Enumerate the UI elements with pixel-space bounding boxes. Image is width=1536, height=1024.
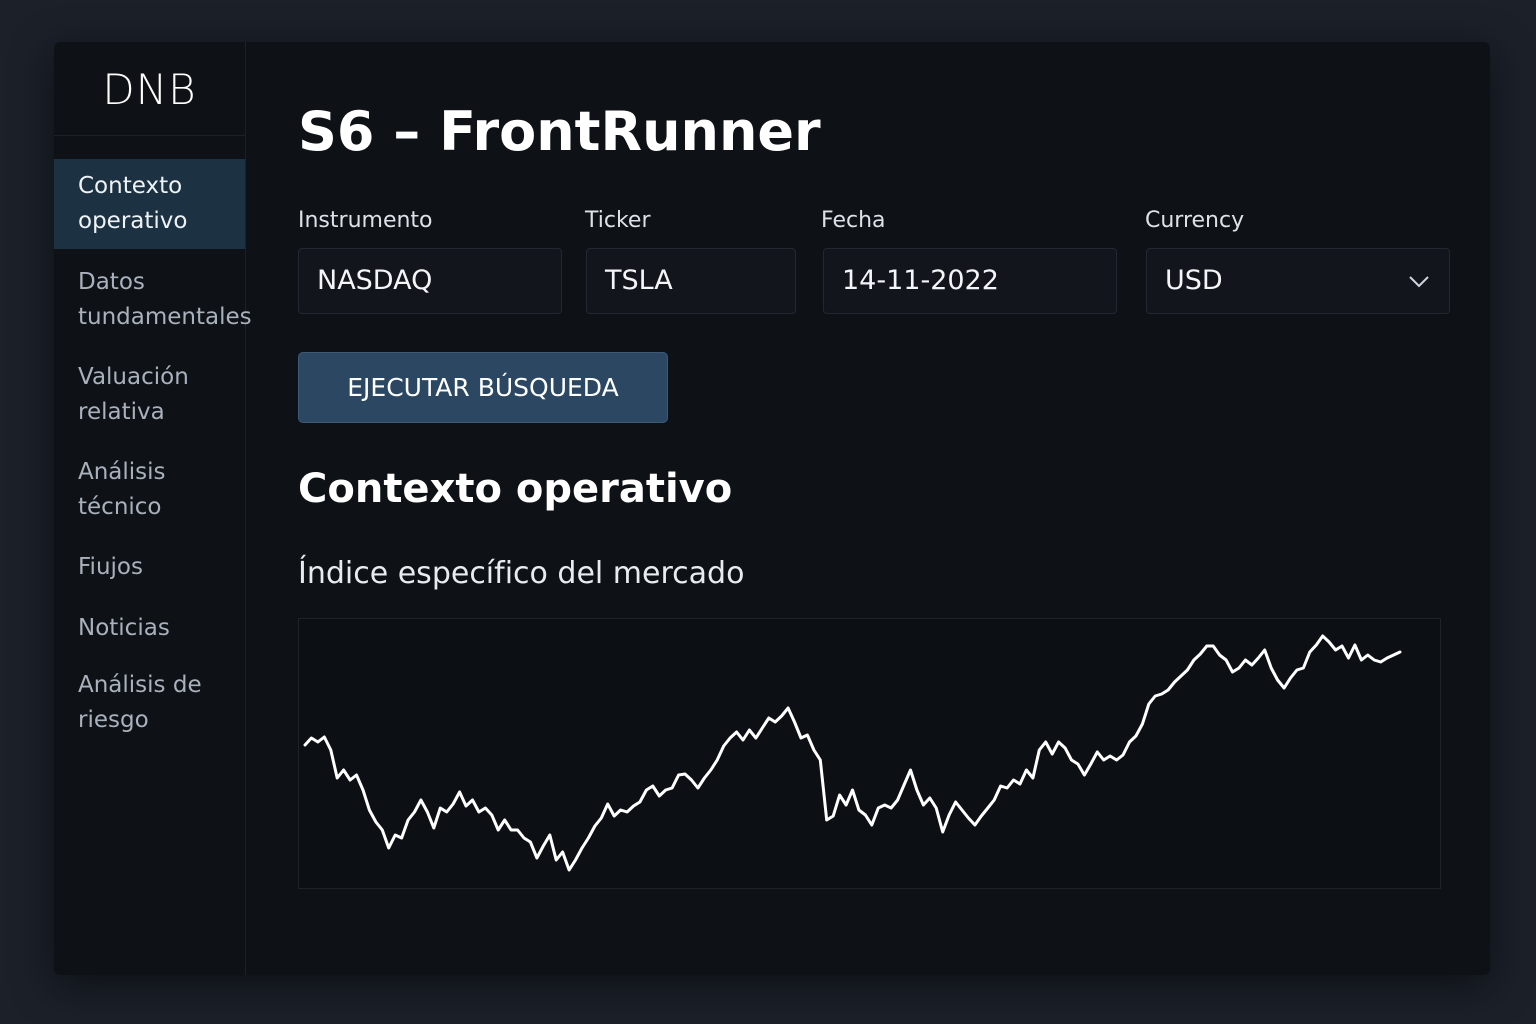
- nav-item[interactable]: Noticias: [78, 615, 170, 641]
- field-label: Fecha: [821, 208, 886, 233]
- page-title: S6 – FrontRunner: [298, 100, 821, 163]
- sidebar: DNB Contexto operativo Datos tundamental…: [54, 42, 252, 975]
- nav-item[interactable]: Análisis técnico: [78, 459, 166, 520]
- section-title: Contexto operativo: [298, 466, 733, 512]
- data-line: [303, 634, 1402, 872]
- search-button[interactable]: EJECUTAR BÚSQUEDA: [298, 352, 668, 423]
- logo: DNB: [54, 42, 245, 136]
- text-input[interactable]: NASDAQ: [298, 248, 562, 314]
- nav-item[interactable]: Fiujos: [78, 554, 143, 580]
- field-label: Ticker: [585, 208, 651, 233]
- app-window: DNB Contexto operativo Datos tundamental…: [54, 42, 1490, 975]
- chart-title: Índice específico del mercado: [298, 556, 745, 591]
- date-input[interactable]: 14-11-2022: [823, 248, 1117, 314]
- field-label: Currency: [1145, 208, 1245, 233]
- select-value: USD: [1165, 265, 1223, 296]
- chart: [298, 618, 1441, 889]
- chevron-icon: [1409, 276, 1429, 288]
- nav-item[interactable]: Datos tundamentales: [78, 269, 252, 330]
- field-label: Instrumento: [298, 208, 433, 233]
- nav-item[interactable]: Análisis de riesgo: [78, 672, 202, 733]
- select[interactable]: USD: [1146, 248, 1450, 314]
- text-input[interactable]: TSLA: [586, 248, 796, 314]
- nav-item[interactable]: Valuación relativa: [78, 364, 189, 425]
- nav-item[interactable]: Contexto operativo: [54, 159, 245, 249]
